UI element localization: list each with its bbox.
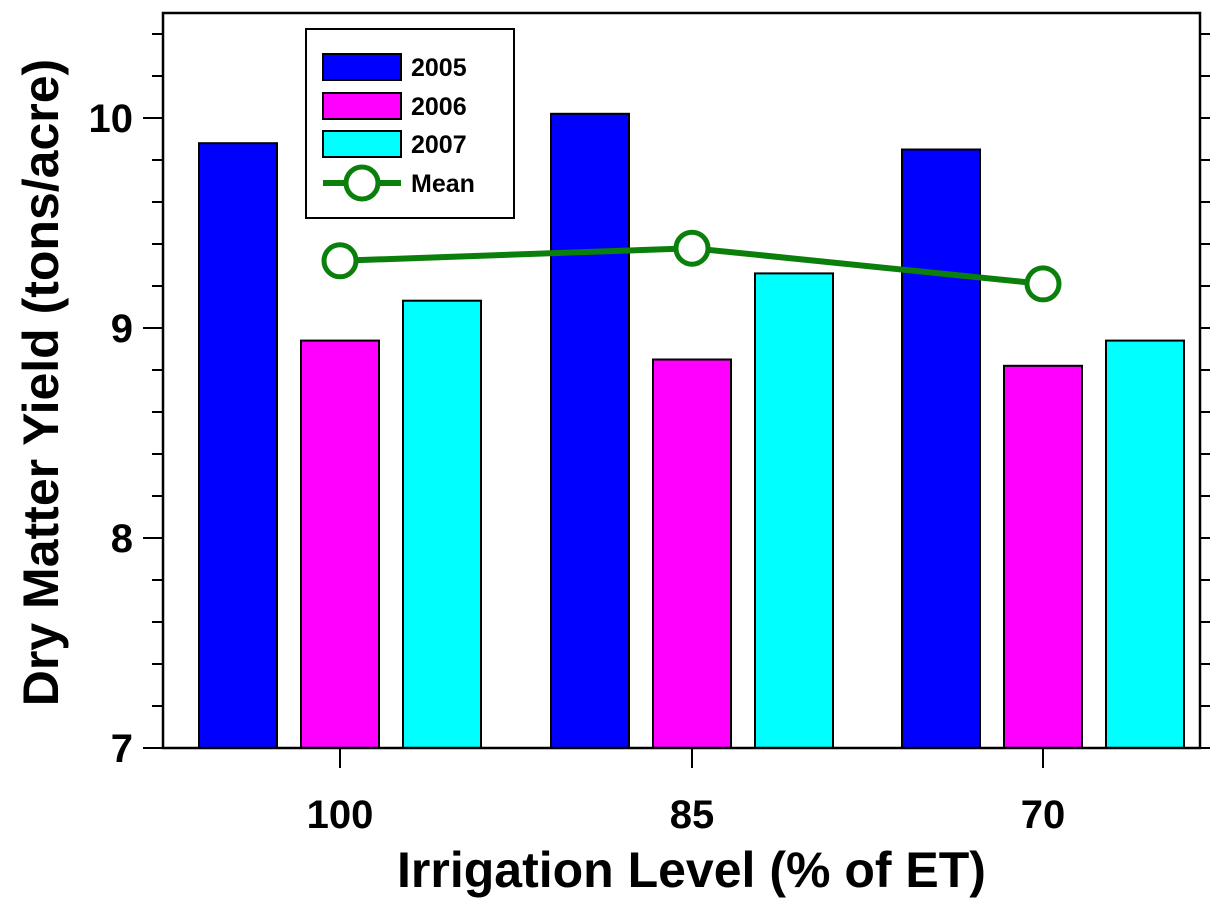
legend-label-2007: 2007 xyxy=(411,131,467,159)
x-axis-title: Irrigation Level (% of ET) xyxy=(397,842,986,898)
mean-point-70 xyxy=(1024,265,1062,303)
bar-2007-85 xyxy=(754,272,834,749)
mean-series xyxy=(321,229,1062,303)
legend-label-2005: 2005 xyxy=(411,54,467,82)
legend-swatch-marker-Mean xyxy=(343,164,381,202)
bar-2005-100 xyxy=(198,142,278,749)
legend: 2005 2006 2007 Mean xyxy=(305,28,515,219)
bar-2005-85 xyxy=(550,112,630,750)
bar-series xyxy=(198,112,1185,750)
mean-point-85 xyxy=(673,229,711,267)
legend-label-2006: 2006 xyxy=(411,93,467,121)
legend-swatch-2005 xyxy=(322,53,402,81)
y-axis-title: Dry Matter Yield (tons/acre) xyxy=(13,59,69,706)
x-tick-label: 100 xyxy=(307,793,374,837)
x-tick-labels: 100 85 70 xyxy=(307,793,1066,837)
mean-point-100 xyxy=(321,242,359,280)
y-tick-labels: 7 8 9 10 xyxy=(89,97,134,771)
bar-2006-85 xyxy=(652,358,732,749)
plot-frame xyxy=(161,11,1202,750)
legend-swatch-2007 xyxy=(322,130,402,158)
x-tick-label: 85 xyxy=(670,793,715,837)
bar-2007-100 xyxy=(402,299,482,749)
bar-2007-70 xyxy=(1105,339,1185,749)
bar-2006-70 xyxy=(1003,364,1083,749)
axis-ticks xyxy=(143,33,1210,768)
y-tick-label: 8 xyxy=(111,517,133,561)
legend-swatch-2006 xyxy=(322,92,402,120)
y-tick-label: 10 xyxy=(89,97,134,141)
x-tick-label: 70 xyxy=(1021,793,1066,837)
bar-2006-100 xyxy=(300,339,380,749)
bar-2005-70 xyxy=(901,148,981,749)
y-tick-label: 7 xyxy=(111,727,133,771)
legend-label-Mean: Mean xyxy=(411,170,475,198)
y-tick-label: 9 xyxy=(111,307,133,351)
